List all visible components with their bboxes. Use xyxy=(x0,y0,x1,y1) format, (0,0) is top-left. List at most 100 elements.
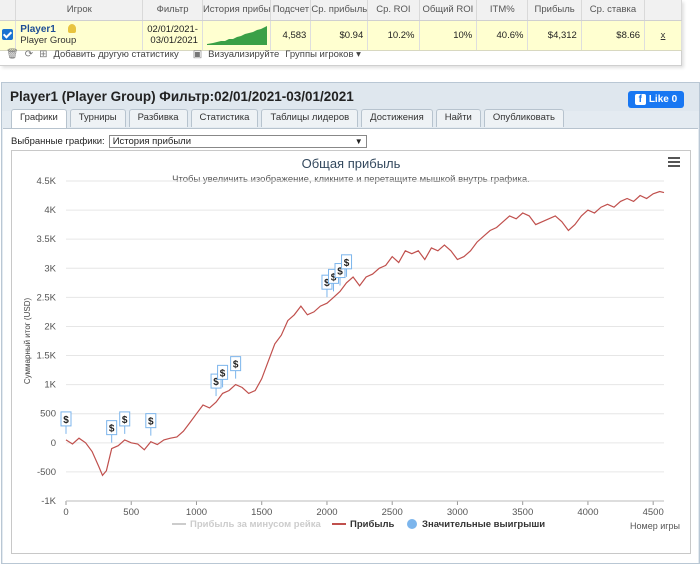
player-groups-dropdown[interactable]: Группы игроков ▾ xyxy=(285,49,361,60)
filter-cell: 02/01/2021- 03/01/2021 xyxy=(142,20,203,51)
svg-text:$: $ xyxy=(109,424,115,435)
tab-bar: Графики Турниры Разбивка Статистика Табл… xyxy=(11,109,564,128)
avg-stake-cell: $8.66 xyxy=(581,20,646,51)
header-filter[interactable]: Фильтр xyxy=(142,0,203,21)
tab-leaderboards[interactable]: Таблицы лидеров xyxy=(261,109,359,127)
refresh-icon[interactable]: ⟳ xyxy=(24,49,34,60)
tab-tournaments[interactable]: Турниры xyxy=(69,109,126,127)
row-checkbox-cell[interactable] xyxy=(0,20,17,51)
tab-breakdown[interactable]: Разбивка xyxy=(128,109,188,127)
facebook-like-button[interactable]: f Like 0 xyxy=(628,91,684,108)
history-sparkline[interactable] xyxy=(207,23,268,45)
player-name-link[interactable]: Player1 xyxy=(20,24,56,35)
x-tick-label: 1500 xyxy=(251,507,272,518)
notable-win-flag: $ xyxy=(341,254,353,277)
chevron-down-icon: ▼ xyxy=(354,137,363,146)
svg-text:$: $ xyxy=(331,272,337,283)
header-player[interactable]: Игрок xyxy=(15,0,144,21)
x-tick-label: 1000 xyxy=(186,507,207,518)
tab-find[interactable]: Найти xyxy=(435,109,481,127)
header-profit[interactable]: Прибыль xyxy=(527,0,582,21)
header-history[interactable]: История прибы xyxy=(202,0,272,21)
y-tick-label: 500 xyxy=(40,409,56,420)
profit-chart-svg[interactable]: Общая прибыль Чтобы увеличить изображение… xyxy=(12,151,690,553)
notable-win-flag: $ xyxy=(334,263,346,286)
itm-cell: 40.6% xyxy=(476,20,529,51)
chart-subtitle: Чтобы увеличить изображение, кликните и … xyxy=(172,174,530,185)
header-avg-stake[interactable]: Ср. ставка xyxy=(581,0,646,21)
x-tick-label: 4000 xyxy=(577,507,598,518)
player-groups-label[interactable]: Группы игроков xyxy=(285,49,354,60)
legend-item-profit: Прибыль xyxy=(350,519,394,530)
y-tick-label: 1K xyxy=(44,380,56,391)
chart-select-value: История прибыли xyxy=(112,136,192,147)
notable-win-flag: $ xyxy=(230,356,242,379)
notable-win-flag: $ xyxy=(217,364,229,388)
header-avg-roi[interactable]: Ср. ROI xyxy=(367,0,420,21)
visualize-button[interactable]: Визуализируйте xyxy=(208,49,280,60)
chevron-down-icon[interactable]: ▾ xyxy=(356,49,361,60)
header-total-roi[interactable]: Общий ROI xyxy=(419,0,478,21)
medal-icon xyxy=(67,24,76,33)
visualize-icon[interactable]: ▣ xyxy=(192,49,203,60)
legend-item-rake: Прибыль за минусом рейка xyxy=(190,519,321,530)
filter-end: 03/01/2021 xyxy=(150,35,198,46)
main-header: Player1 (Player Group) Фильтр:02/01/2021… xyxy=(2,83,699,111)
menu-icon[interactable] xyxy=(668,157,680,167)
x-tick-label: 3000 xyxy=(447,507,468,518)
svg-text:$: $ xyxy=(213,377,219,388)
tab-statistics[interactable]: Статистика xyxy=(190,109,259,127)
add-stats-icon[interactable]: ⊞ xyxy=(39,49,48,60)
chart-select[interactable]: История прибыли ▼ xyxy=(108,135,367,148)
stats-panel: Игрок Фильтр История прибы Подсчет Ср. п… xyxy=(0,0,682,66)
y-tick-label: 4.5K xyxy=(36,176,56,187)
header-remove xyxy=(644,0,682,21)
svg-text:$: $ xyxy=(148,417,154,428)
header-avg-profit[interactable]: Ср. прибыль xyxy=(310,0,369,21)
svg-text:$: $ xyxy=(337,267,343,278)
svg-text:$: $ xyxy=(220,368,226,379)
table-row: Player1 Player Group 02/01/2021- 03/01/2… xyxy=(0,20,682,51)
notable-win-flag: $ xyxy=(106,420,118,443)
player-main-panel: Player1 (Player Group) Фильтр:02/01/2021… xyxy=(1,82,700,564)
svg-text:$: $ xyxy=(233,360,239,371)
add-stats-button[interactable]: Добавить другую статистику xyxy=(53,49,179,60)
chart-select-label: Выбранные графики: xyxy=(11,136,105,147)
history-sparkline-cell[interactable] xyxy=(202,20,272,51)
profit-chart[interactable]: Общая прибыль Чтобы увеличить изображение… xyxy=(11,150,691,554)
charts-panel: Выбранные графики: История прибыли ▼ Общ… xyxy=(3,128,698,563)
player-cell: Player1 Player Group xyxy=(15,20,144,51)
filter-start: 02/01/2021- xyxy=(147,24,198,35)
y-tick-label: -1K xyxy=(41,496,56,507)
notable-win-flag: $ xyxy=(210,373,222,397)
header-select xyxy=(0,0,17,21)
y-tick-label: 1.5K xyxy=(36,351,56,362)
svg-text:$: $ xyxy=(122,415,128,426)
x-tick-label: 3500 xyxy=(512,507,533,518)
notable-win-flag: $ xyxy=(119,411,131,434)
y-tick-label: 2.5K xyxy=(36,292,56,303)
y-tick-label: 3K xyxy=(44,263,56,274)
remove-row-button[interactable]: x xyxy=(644,20,682,51)
delete-icon[interactable]: 🗑 xyxy=(6,49,19,60)
y-tick-label: 2K xyxy=(44,321,56,332)
svg-text:$: $ xyxy=(324,278,330,289)
notable-win-flag: $ xyxy=(60,411,72,434)
y-axis-label: Суммарный итог (USD) xyxy=(23,298,32,385)
x-tick-label: 4500 xyxy=(643,507,664,518)
chart-select-row: Выбранные графики: История прибыли ▼ xyxy=(11,135,367,148)
stats-table: Игрок Фильтр История прибы Подсчет Ср. п… xyxy=(0,0,682,51)
header-itm[interactable]: ITM% xyxy=(476,0,529,21)
tab-publish[interactable]: Опубликовать xyxy=(483,109,564,127)
x-tick-label: 2000 xyxy=(316,507,337,518)
x-tick-label: 500 xyxy=(123,507,139,518)
legend-item-wins: Значительные выигрыши xyxy=(422,519,545,530)
notable-win-flag: $ xyxy=(145,413,157,436)
legend-marker-wins xyxy=(407,519,417,529)
row-checkbox[interactable] xyxy=(2,29,14,41)
svg-text:$: $ xyxy=(344,258,350,269)
count-cell: 4,583 xyxy=(270,20,312,51)
tab-charts[interactable]: Графики xyxy=(11,109,67,128)
header-count[interactable]: Подсчет xyxy=(270,0,312,21)
tab-achievements[interactable]: Достижения xyxy=(361,109,433,127)
